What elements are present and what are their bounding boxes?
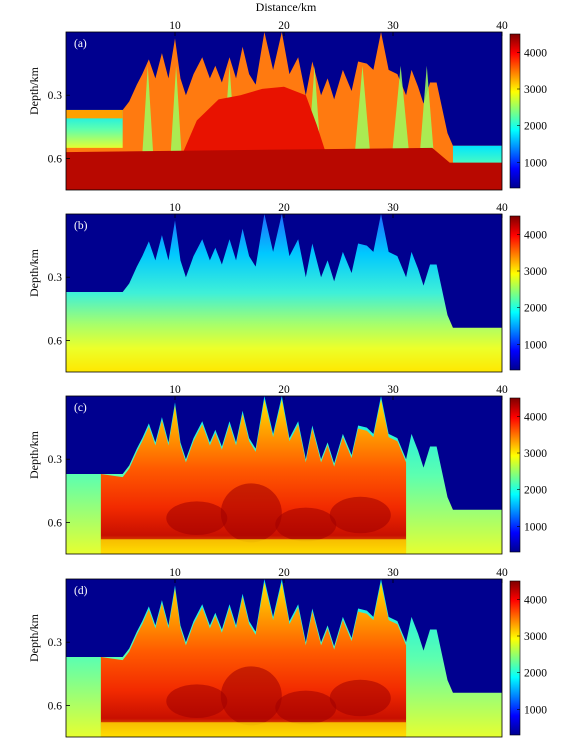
- colorbar-tick-label: 3000: [524, 84, 547, 96]
- plot-area: [66, 214, 502, 372]
- colorbar-tick-label: 2000: [524, 121, 547, 133]
- colorbar-tick-label: 2000: [524, 303, 547, 315]
- colorbar-scale: [509, 33, 521, 189]
- colorbar-tick-label: 1000: [524, 521, 547, 533]
- panel-label: (d): [74, 585, 88, 597]
- plot-area: [66, 579, 502, 737]
- colorbar: 1000 2000 3000 4000: [509, 33, 547, 189]
- x-tick-label: 40: [496, 567, 508, 579]
- x-tick-label: 20: [278, 20, 290, 32]
- colorbar-scale: [509, 580, 521, 736]
- y-tick-label: 0.6: [48, 335, 63, 347]
- y-tick-label: 0.3: [48, 90, 63, 102]
- model-base-layer: [66, 147, 502, 190]
- model-core: [180, 86, 328, 159]
- y-tick-label: 0.6: [48, 153, 63, 165]
- colorbar: 1000 2000 3000 4000: [509, 580, 547, 736]
- y-tick-label: 0.6: [48, 700, 63, 712]
- colorbar-tick-label: 4000: [524, 229, 547, 241]
- colorbar: 1000 2000 3000 4000: [509, 215, 547, 371]
- y-axis-title: Depth/km: [27, 613, 41, 662]
- low-velocity-streak: [220, 483, 282, 543]
- panels: (a)10 20 30 400.30.6Depth/km100020003000400…: [27, 20, 547, 738]
- panel-2: (b) 10 20 30 40 0.3 0.6 Depth/km 1000 2000 3000 400…: [27, 202, 547, 373]
- top-axis-title: Distance/km: [256, 0, 317, 14]
- colorbar-tick-label: 2000: [524, 668, 547, 680]
- bottom-band: [100, 539, 407, 554]
- x-tick-label: 10: [169, 384, 181, 396]
- panel-label: (c): [74, 402, 87, 414]
- x-tick-label: 10: [169, 567, 181, 579]
- plot-area: [66, 32, 502, 190]
- colorbar-tick-label: 3000: [524, 448, 547, 460]
- low-velocity-streak: [329, 679, 391, 717]
- x-tick-label: 40: [496, 20, 508, 32]
- colorbar-tick-label: 1000: [524, 157, 547, 169]
- plot-area: [66, 396, 502, 554]
- colorbar-tick-label: 3000: [524, 266, 547, 278]
- low-velocity-streak: [220, 666, 282, 726]
- low-velocity-streak: [166, 501, 228, 536]
- panel-1: (a) 10 20 30 40 0.3 0.6 Depth/km 1000 2000 3000 400…: [27, 20, 547, 191]
- x-tick-label: 40: [496, 202, 508, 214]
- colorbar-tick-label: 3000: [524, 631, 547, 643]
- y-axis-title: Depth/km: [27, 66, 41, 115]
- bottom-band: [100, 722, 407, 737]
- colorbar-scale: [509, 397, 521, 553]
- y-axis-title: Depth/km: [27, 430, 41, 479]
- y-tick-label: 0.3: [48, 272, 63, 284]
- x-tick-label: 20: [278, 567, 290, 579]
- colorbar-scale: [509, 215, 521, 371]
- low-velocity-streak: [329, 496, 391, 534]
- panel-label: (b): [74, 220, 88, 232]
- x-tick-label: 40: [496, 384, 508, 396]
- x-tick-label: 30: [387, 20, 399, 32]
- panel-4: (d) 10 20 30 40 0.3 0.6 Depth/km 1000 2000 3000 400…: [27, 567, 547, 738]
- x-tick-label: 30: [387, 384, 399, 396]
- y-tick-label: 0.6: [48, 517, 63, 529]
- colorbar-tick-label: 4000: [524, 47, 547, 59]
- x-tick-label: 10: [169, 202, 181, 214]
- colorbar: 1000 2000 3000 4000: [509, 397, 547, 553]
- initial-model-region: [66, 214, 502, 372]
- left-flank-top-layer: [66, 109, 123, 119]
- low-velocity-streak: [166, 684, 228, 719]
- colorbar-tick-label: 4000: [524, 411, 547, 423]
- colorbar-tick-label: 1000: [524, 704, 547, 716]
- y-tick-label: 0.3: [48, 454, 63, 466]
- x-tick-label: 30: [387, 567, 399, 579]
- x-tick-label: 10: [169, 20, 181, 32]
- low-velocity-streak: [275, 507, 337, 542]
- y-tick-label: 0.3: [48, 637, 63, 649]
- x-tick-label: 30: [387, 202, 399, 214]
- x-tick-label: 20: [278, 384, 290, 396]
- panel-3: (c) 10 20 30 40 0.3 0.6 Depth/km 1000 2000 3000 400…: [27, 384, 547, 555]
- colorbar-tick-label: 2000: [524, 485, 547, 497]
- colorbar-tick-label: 4000: [524, 594, 547, 606]
- panel-label: (a): [74, 38, 87, 50]
- low-velocity-streak: [275, 690, 337, 725]
- y-axis-title: Depth/km: [27, 248, 41, 297]
- colorbar-tick-label: 1000: [524, 339, 547, 351]
- x-tick-label: 20: [278, 202, 290, 214]
